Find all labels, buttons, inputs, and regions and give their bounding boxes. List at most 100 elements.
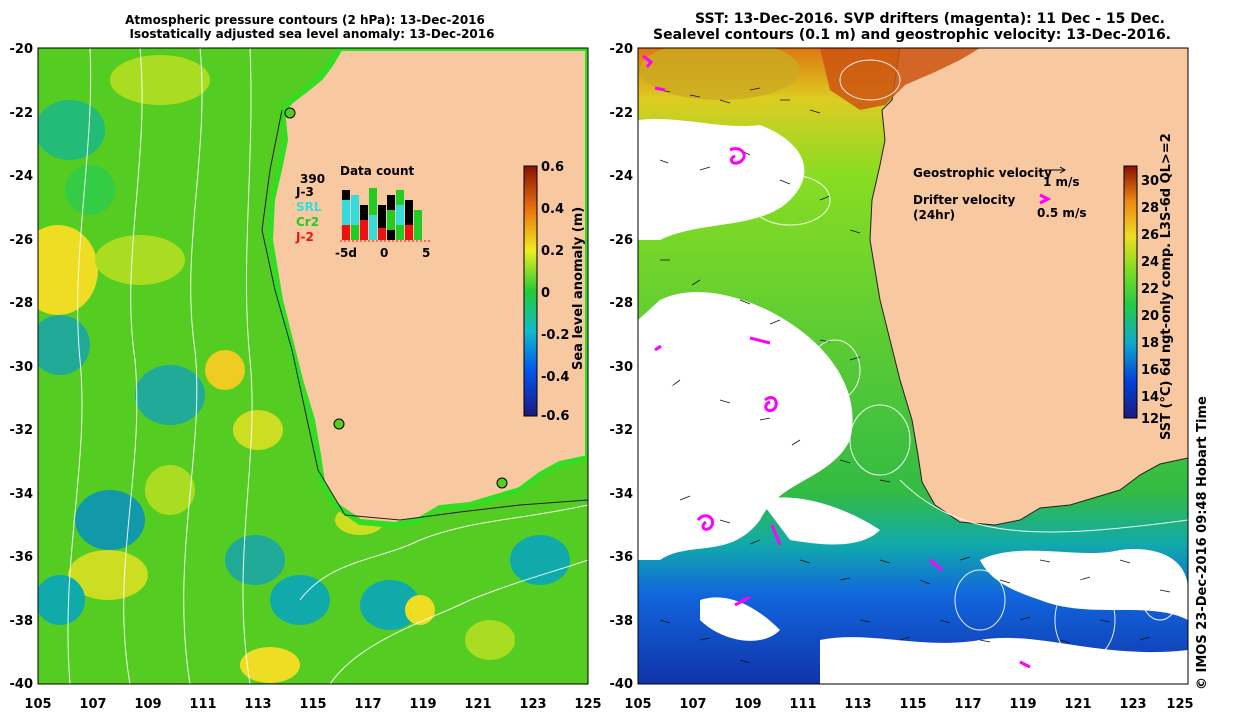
left-australia-land	[266, 48, 588, 529]
svg-text:-0.2: -0.2	[541, 328, 569, 343]
data-count-tick-0: 0	[380, 246, 388, 260]
svg-text:-0.6: -0.6	[541, 409, 569, 424]
svg-text:107: 107	[79, 697, 106, 712]
svg-text:-32: -32	[610, 423, 634, 438]
svg-text:-26: -26	[10, 233, 34, 248]
svg-text:119: 119	[1009, 697, 1036, 712]
left-title-line2: Isostatically adjusted sea level anomaly…	[130, 27, 495, 41]
svg-text:-36: -36	[10, 550, 34, 565]
svg-text:0.6: 0.6	[541, 160, 564, 175]
svg-text:105: 105	[624, 697, 651, 712]
svg-text:-20: -20	[10, 42, 34, 57]
svg-text:0.4: 0.4	[541, 202, 564, 217]
svg-text:121: 121	[1064, 697, 1091, 712]
svp-drifter-tracks	[642, 54, 1031, 669]
svg-text:111: 111	[189, 697, 216, 712]
right-title-line1: SST: 13-Dec-2016. SVP drifters (magenta)…	[695, 11, 1165, 27]
svg-text:16: 16	[1141, 363, 1159, 378]
svg-text:109: 109	[134, 697, 161, 712]
svg-text:-34: -34	[10, 487, 34, 502]
imos-credit: © IMOS 23-Dec-2016 09:48 Hobart Time	[1195, 396, 1210, 690]
svg-text:-26: -26	[610, 233, 634, 248]
mission-label-j3: J-3	[295, 185, 314, 199]
svg-text:24: 24	[1141, 255, 1159, 270]
svg-text:-24: -24	[610, 169, 634, 184]
svg-text:0: 0	[541, 286, 550, 301]
sla-colorbar-ticks: 0.6 0.4 0.2 0 -0.2 -0.4 -0.6	[541, 160, 569, 424]
svg-text:30: 30	[1141, 174, 1159, 189]
svg-text:111: 111	[789, 697, 816, 712]
svg-text:-0.4: -0.4	[541, 370, 569, 385]
legend-drifter: Drifter velocity	[913, 193, 1015, 207]
sla-colorbar	[523, 165, 538, 417]
svg-text:20: 20	[1141, 309, 1159, 324]
svg-text:109: 109	[734, 697, 761, 712]
right-lon-ticks: 105 107 109 111 113 115 117 119 121 123 …	[624, 697, 1193, 712]
svg-text:12: 12	[1141, 412, 1159, 427]
sealevel-contours	[664, 59, 1188, 661]
left-lon-ticks: 105 107 109 111 113 115 117 119 121 123 …	[24, 697, 601, 712]
svg-text:113: 113	[244, 697, 271, 712]
svg-text:-24: -24	[10, 169, 34, 184]
sst-colorbar-ticks: 30 28 26 24 22 20 18 16 14 12	[1141, 174, 1159, 427]
svg-text:123: 123	[1119, 697, 1146, 712]
svg-text:26: 26	[1141, 228, 1159, 243]
right-title-line2: Sealevel contours (0.1 m) and geostrophi…	[653, 27, 1171, 43]
arrow-right-icon	[1044, 166, 1066, 174]
velocity-legend: Geostrophic velocity 1 m/s Drifter veloc…	[913, 166, 1086, 222]
data-count-total: 390	[300, 172, 325, 186]
tide-gauge-marker	[284, 107, 296, 119]
svg-text:-22: -22	[10, 106, 34, 121]
svg-text:28: 28	[1141, 201, 1159, 216]
sla-anomaly-blobs	[38, 55, 570, 683]
svg-text:107: 107	[679, 697, 706, 712]
svg-text:-32: -32	[10, 423, 34, 438]
tide-gauge-marker	[496, 477, 508, 489]
svg-text:-20: -20	[610, 42, 634, 57]
right-map-frame	[637, 47, 1189, 685]
svg-text:125: 125	[1166, 697, 1193, 712]
left-title-line1: Atmospheric pressure contours (2 hPa): 1…	[125, 13, 485, 27]
svg-text:115: 115	[899, 697, 926, 712]
legend-geostrophic-scale: 1 m/s	[1043, 175, 1080, 189]
pressure-contours	[67, 48, 588, 684]
left-map	[38, 48, 588, 684]
right-map	[638, 48, 1188, 684]
svg-text:123: 123	[519, 697, 546, 712]
cloud-mask	[638, 118, 1188, 684]
svg-text:-28: -28	[10, 296, 34, 311]
svg-text:113: 113	[844, 697, 871, 712]
left-map-frame	[37, 47, 589, 685]
svg-text:117: 117	[954, 697, 981, 712]
svg-text:-22: -22	[610, 106, 634, 121]
svg-text:121: 121	[464, 697, 491, 712]
data-count-tick-minus5: -5d	[335, 246, 357, 260]
legend-drifter-period: (24hr)	[913, 208, 955, 222]
svg-text:125: 125	[574, 697, 601, 712]
right-lat-ticks: -20 -22 -24 -26 -28 -30 -32 -34 -36 -38 …	[610, 42, 634, 692]
legend-drifter-scale: 0.5 m/s	[1037, 206, 1086, 220]
svg-text:22: 22	[1141, 282, 1159, 297]
svg-text:18: 18	[1141, 336, 1159, 351]
data-count-tick-5: 5	[422, 246, 430, 260]
data-count-inset: Data count 390 J-3 SRL Cr2 J-2 -5d 0 5	[295, 164, 430, 260]
svg-text:-30: -30	[610, 360, 634, 375]
right-australia-land	[869, 48, 1188, 526]
svg-text:105: 105	[24, 697, 51, 712]
svg-text:-40: -40	[610, 677, 634, 692]
tide-gauge-marker	[333, 418, 345, 430]
left-lat-ticks: -20 -22 -24 -26 -28 -30 -32 -34 -36 -38 …	[10, 42, 34, 692]
svg-text:14: 14	[1141, 390, 1159, 405]
svg-text:115: 115	[299, 697, 326, 712]
svg-text:119: 119	[409, 697, 436, 712]
svg-text:-30: -30	[10, 360, 34, 375]
mission-label-cr2: Cr2	[296, 215, 319, 229]
data-count-bars	[342, 188, 422, 240]
sst-colorbar-label: SST (°C) 6d ngt-only comp. L3S-6d QL>=2	[1159, 133, 1174, 440]
sst-colorbar	[1123, 165, 1138, 419]
geostrophic-velocity-arrows	[659, 87, 1171, 664]
shelf-200m-line	[261, 109, 588, 521]
svg-text:-38: -38	[10, 614, 34, 629]
svg-text:-34: -34	[610, 487, 634, 502]
